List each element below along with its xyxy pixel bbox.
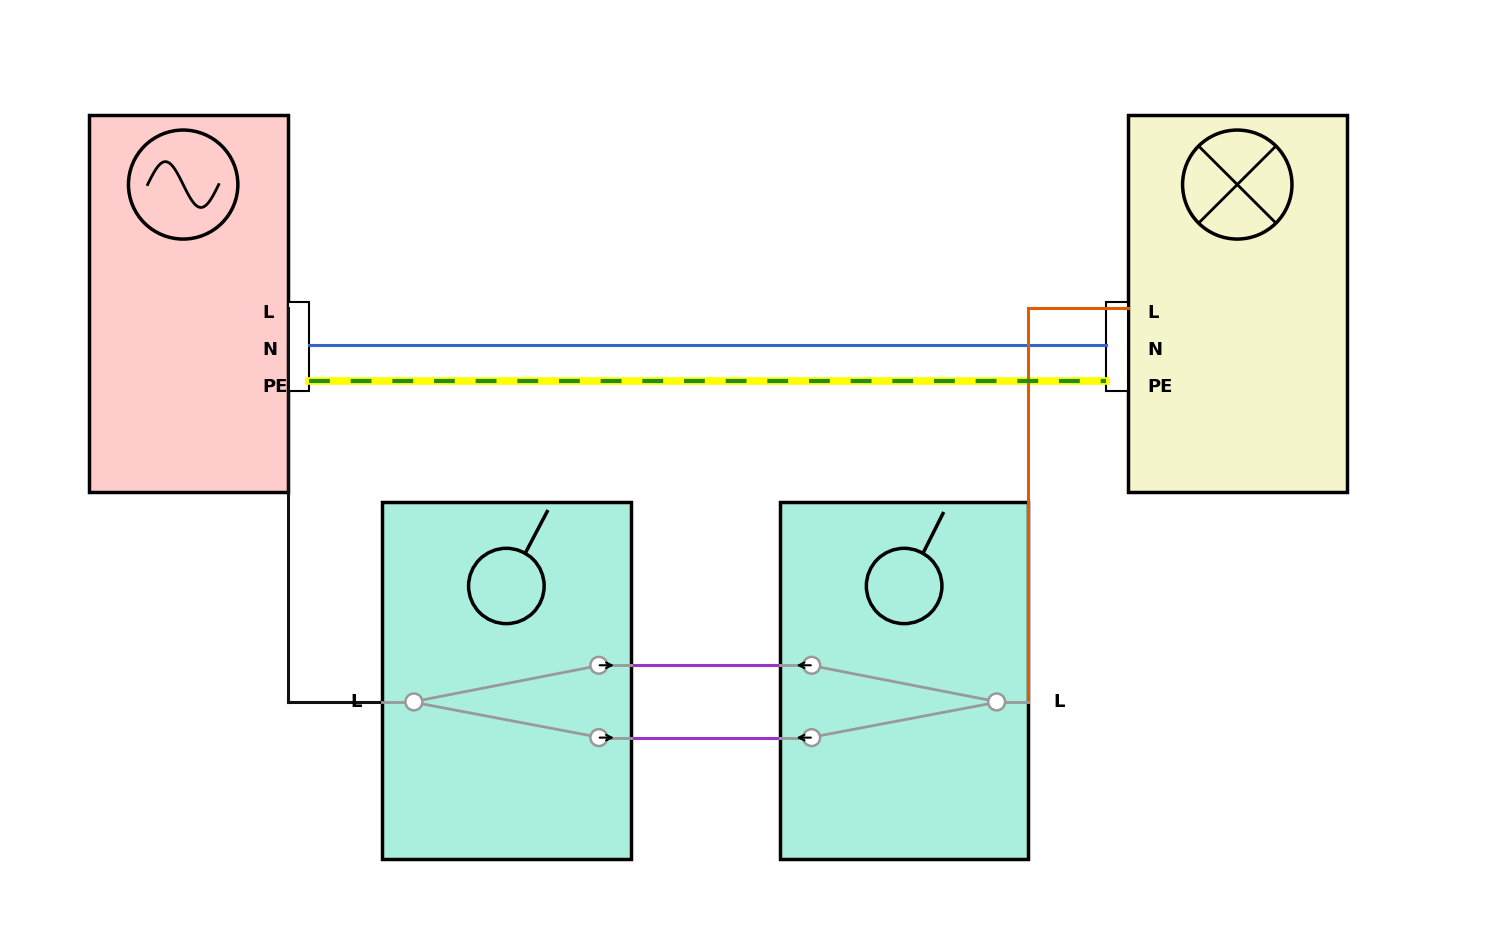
Bar <box>1128 115 1347 492</box>
Bar <box>88 115 288 492</box>
Bar <box>1106 301 1128 391</box>
Text: PE: PE <box>262 378 288 396</box>
Circle shape <box>988 693 1005 710</box>
Circle shape <box>802 657 820 674</box>
Circle shape <box>405 693 423 710</box>
Text: L: L <box>262 304 274 322</box>
Text: L: L <box>351 693 361 711</box>
Bar <box>288 301 309 391</box>
Text: N: N <box>262 341 278 359</box>
Circle shape <box>591 657 608 674</box>
Text: L: L <box>1053 693 1065 711</box>
Bar <box>780 502 1029 858</box>
Circle shape <box>591 729 608 746</box>
Circle shape <box>802 729 820 746</box>
Bar <box>382 502 630 858</box>
Text: N: N <box>1148 341 1162 359</box>
Text: L: L <box>1148 304 1160 322</box>
Text: PE: PE <box>1148 378 1173 396</box>
